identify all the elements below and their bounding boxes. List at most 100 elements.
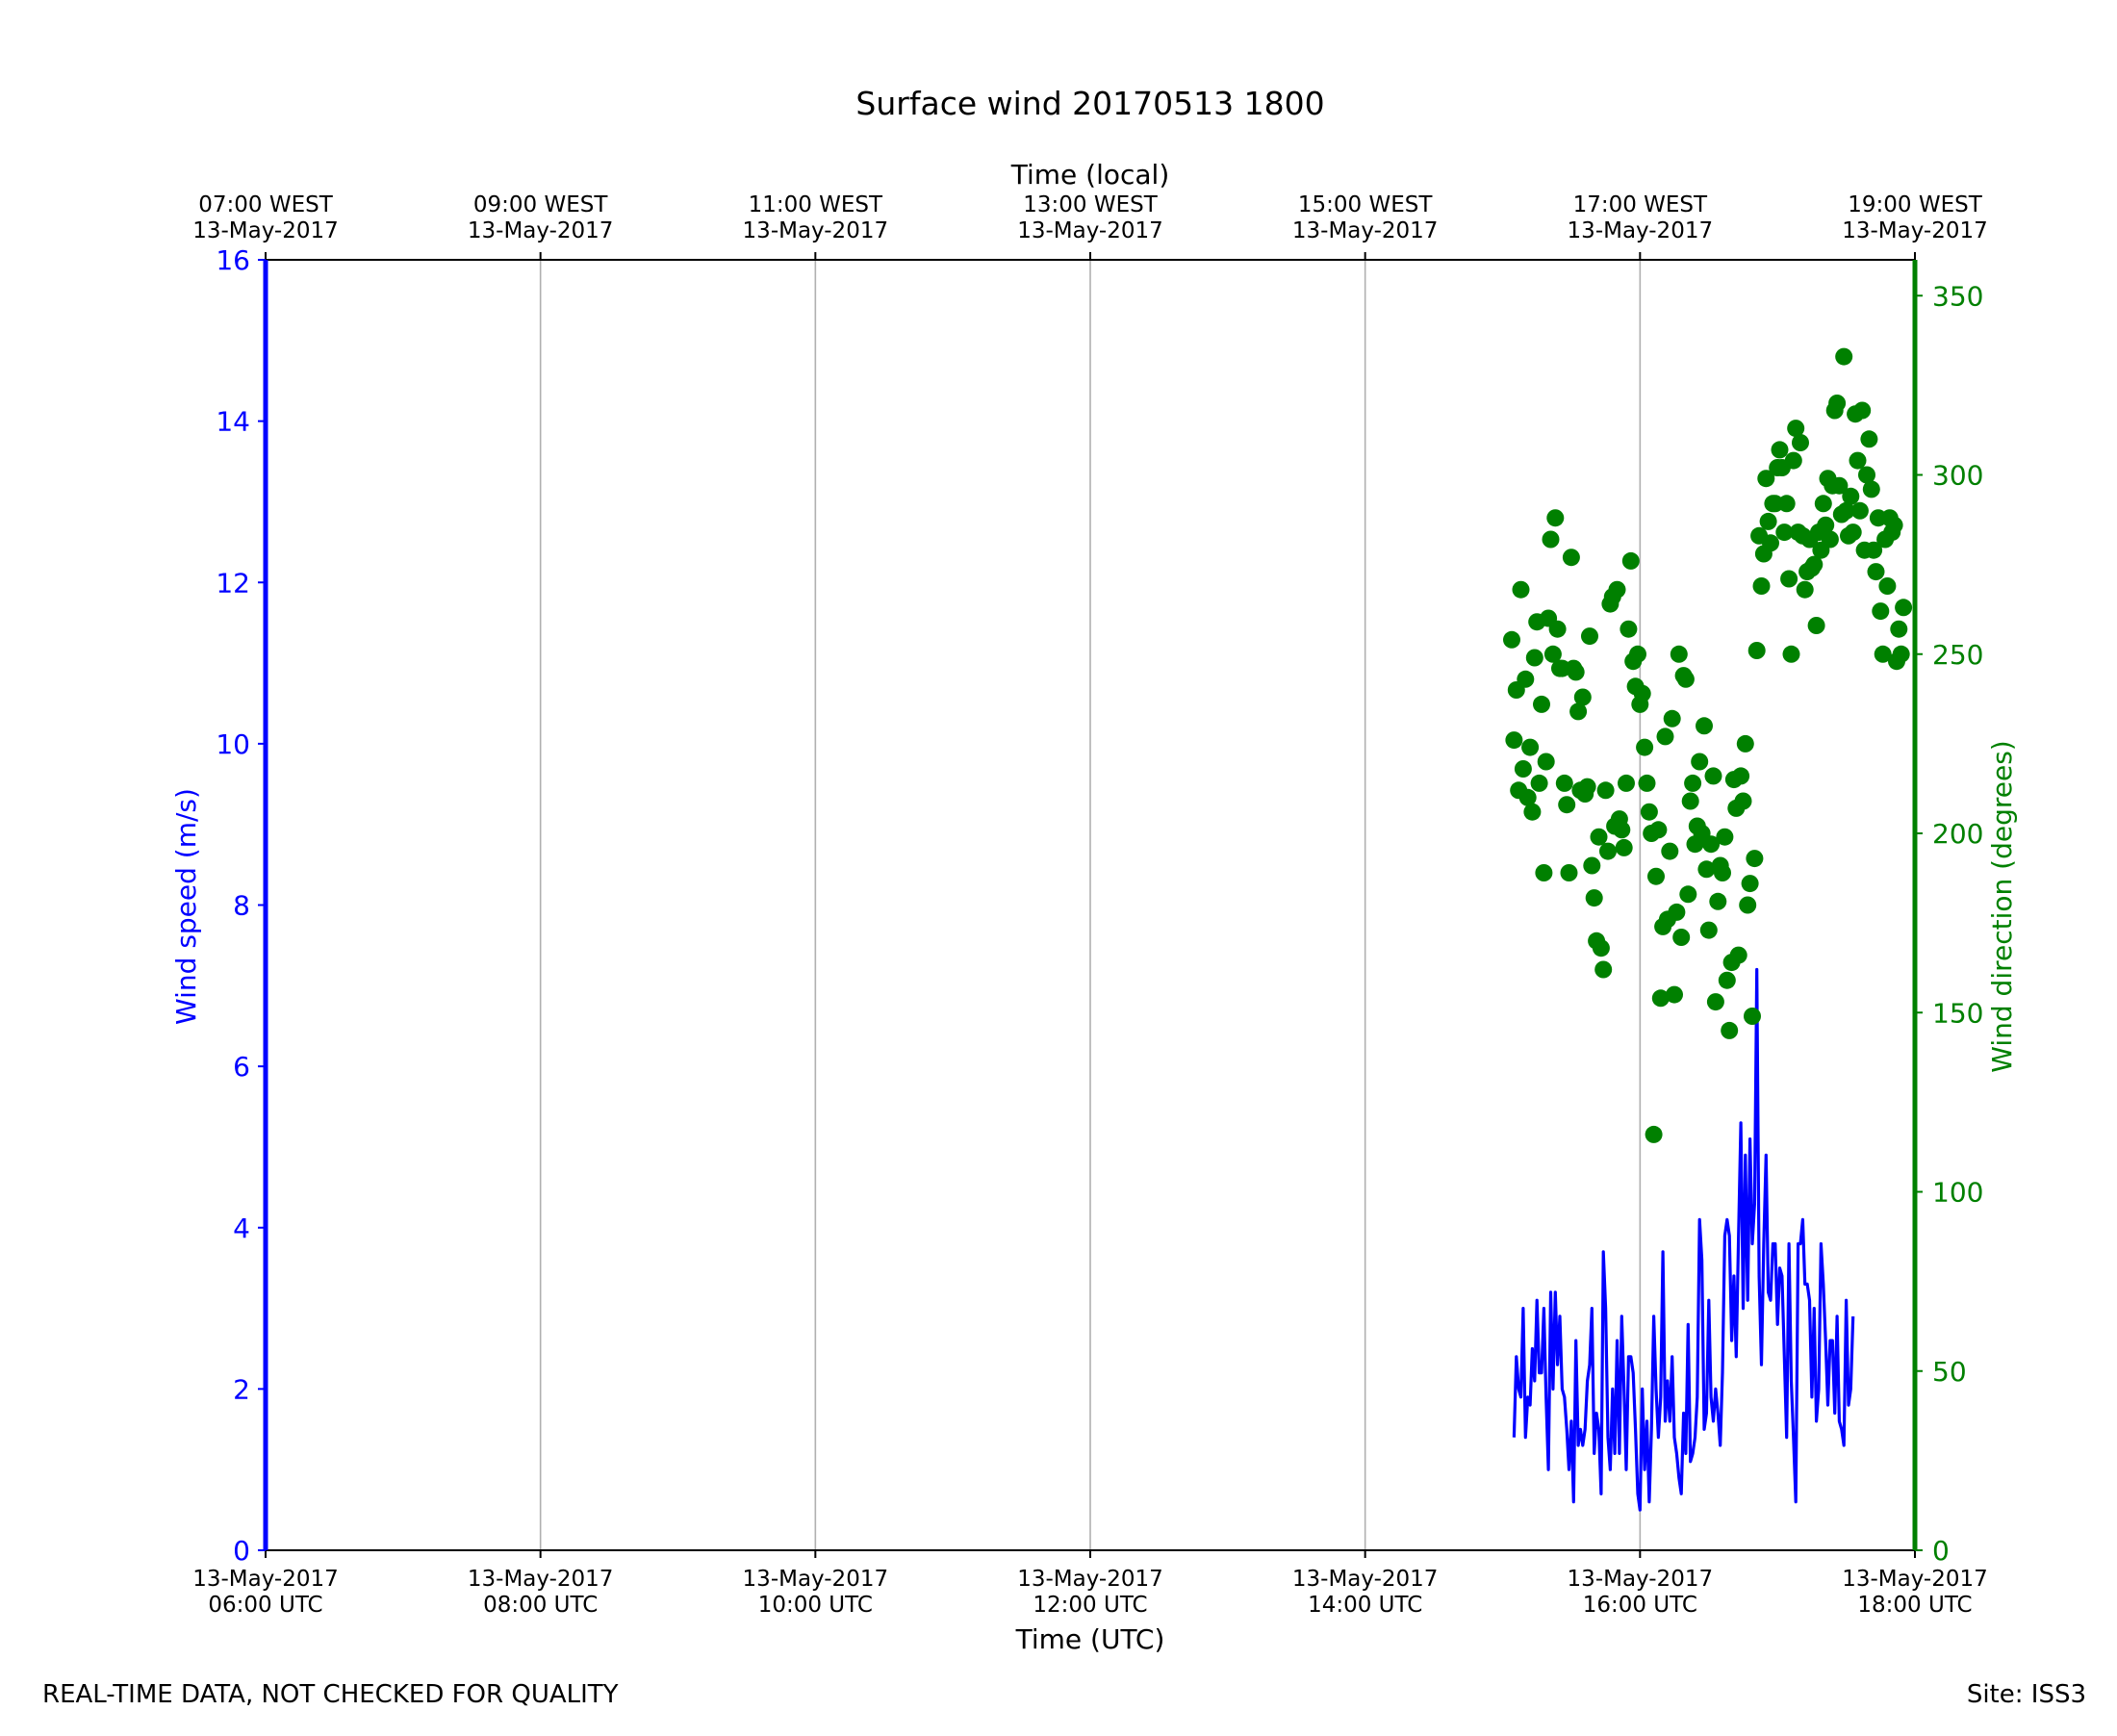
wind-direction-point [1792,434,1809,451]
wind-direction-point [1679,885,1697,904]
wind-direction-point [1656,728,1674,746]
wind-direction-point [1599,842,1617,860]
grid [539,260,1642,1550]
wind-direction-point [1747,642,1766,659]
x2-tick-label: 15:00 WEST [1298,192,1433,217]
x-tick-date: 13-May-2017 [1017,1567,1163,1592]
x-tick-label: 16:00 UTC [1583,1593,1697,1618]
wind-direction-point [1732,767,1750,785]
wind-direction-point [1618,774,1635,792]
wind-direction-point [1651,989,1670,1008]
wind-direction-point [1850,501,1869,520]
y2-tick-label: 150 [1932,997,1983,1029]
wind-direction-point [1696,717,1713,735]
right-axis-label: Wind direction (degrees) [1986,740,2018,1072]
wind-direction-point [1858,466,1875,484]
wind-direction-point [1734,792,1752,810]
wind-direction-point [1503,630,1520,649]
wind-direction-point [1505,731,1523,750]
x-tick-label: 10:00 UTC [758,1593,873,1618]
wind-direction-point [1718,971,1736,989]
wind-direction-point [1581,627,1598,646]
y2-tick-label: 100 [1932,1177,1983,1209]
wind-direction-point [1759,512,1777,530]
wind-direction-point [1704,767,1722,785]
wind-direction-point [1805,555,1824,574]
wind-direction-point [1746,850,1764,868]
y-tick-label: 2 [233,1373,250,1405]
wind-direction-point [1828,395,1847,412]
x2-tick-label: 09:00 WEST [473,192,608,217]
wind-direction-point [1569,702,1588,721]
x-tick-date: 13-May-2017 [192,1567,339,1592]
y2-tick-label: 300 [1932,460,1983,492]
wind-direction-point [1752,577,1771,595]
wind-direction-point [1872,602,1890,621]
wind-direction-point [1716,828,1734,846]
x2-tick-label: 13:00 WEST [1023,192,1158,217]
x-tick-date: 13-May-2017 [743,1567,889,1592]
wind-direction-point [1885,516,1903,534]
wind-direction-point [1525,649,1543,667]
wind-direction-point [1640,803,1658,821]
wind-direction-point [1594,960,1613,979]
wind-direction-point [1573,688,1592,706]
top-axis-label: Time (local) [1010,159,1170,191]
x2-tick-label: 11:00 WEST [749,192,883,217]
wind-direction-point [1512,580,1530,599]
x2-tick-label: 17:00 WEST [1573,192,1708,217]
y-tick-label: 8 [233,890,250,922]
x2-tick-date: 13-May-2017 [1017,218,1163,243]
wind-direction-point [1736,734,1754,753]
wind-direction-point [1620,620,1638,638]
y2-tick-label: 200 [1932,818,1983,850]
wind-direction-point [1521,738,1540,756]
wind-direction-point [1777,495,1796,513]
wind-direction-point [1523,803,1542,821]
wind-direction-point [1853,401,1872,420]
wind-direction-point [1613,821,1631,839]
wind-direction-point [1837,501,1855,520]
x2-tick-date: 13-May-2017 [468,218,614,243]
wind-direction-point [1874,645,1892,663]
x2-tick-label: 07:00 WEST [198,192,333,217]
wind-direction-point [1558,796,1576,814]
wind-direction-point [1621,551,1640,570]
wind-direction-point [1878,577,1897,595]
wind-direction-point [1821,530,1839,549]
wind-direction-point [1676,670,1695,688]
wind-direction-point [1844,523,1862,542]
chart-title: Surface wind 20170513 1800 [855,85,1324,122]
wind-direction-point [1645,1125,1663,1143]
wind-direction-point [1546,509,1565,527]
wind-direction-point [1729,946,1747,964]
wind-direction-point [1757,470,1775,488]
wind-direction-point [1892,645,1910,663]
wind-direction-point [1780,570,1798,588]
wind-direction-point [1775,523,1794,542]
wind-direction-point [1741,875,1759,893]
wind-direction-point [1514,760,1532,778]
wind-direction-point [1681,792,1699,810]
x-tick-date: 13-May-2017 [1568,1567,1714,1592]
wind-direction-point [1782,645,1800,663]
wind-direction-point [1830,476,1849,495]
wind-direction-point [1814,495,1832,513]
wind-direction-point [1636,738,1654,756]
wind-direction-point [1744,1008,1761,1025]
wind-direction-point [1672,929,1691,946]
wind-direction-point [1684,774,1702,792]
wind-direction-point [1592,939,1610,957]
site-label: Site: ISS3 [1966,1680,2086,1709]
x2-tick-label: 19:00 WEST [1848,192,1982,217]
wind-direction-point [1862,480,1880,498]
wind-direction-point [1537,753,1555,771]
wind-direction-point [1543,645,1562,663]
x2-tick-date: 13-May-2017 [1842,218,1988,243]
wind-direction-point [1542,530,1560,549]
x2-tick-date: 13-May-2017 [1568,218,1714,243]
wind-direction-point [1835,347,1853,366]
